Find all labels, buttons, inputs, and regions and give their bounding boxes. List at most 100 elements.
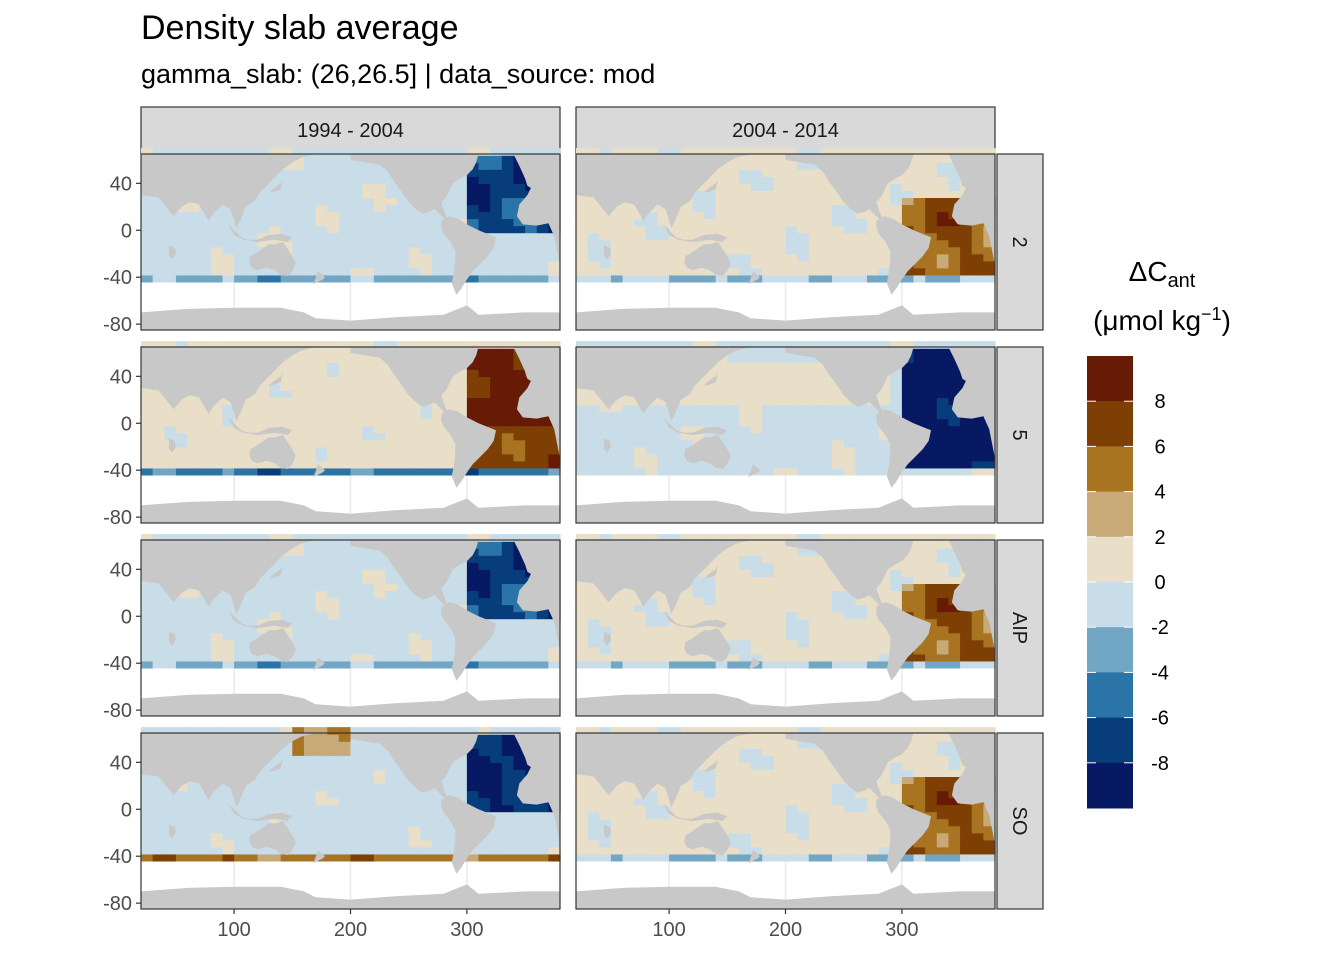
heatmap-cell: [536, 425, 549, 434]
heatmap-cell: [280, 762, 293, 770]
heatmap-cell: [610, 618, 624, 627]
heatmap-cell: [431, 446, 445, 455]
heatmap-cell: [210, 253, 224, 262]
heatmap-cell: [175, 232, 189, 241]
heatmap-cell: [622, 260, 635, 269]
heatmap-cell: [832, 653, 845, 662]
heatmap-cell: [152, 853, 165, 862]
heatmap-cell: [715, 576, 728, 585]
land-mass: [576, 540, 751, 614]
heatmap-cell: [797, 211, 810, 220]
heatmap-cell: [257, 653, 270, 662]
heatmap-cell: [222, 825, 235, 834]
heatmap-cell: [936, 453, 950, 462]
heatmap-cell: [373, 183, 387, 191]
heatmap-cell: [878, 267, 891, 276]
heatmap-cell: [622, 453, 635, 462]
panel-border: [140, 153, 561, 331]
heatmap-cell: [210, 341, 224, 349]
heatmap-cell: [587, 341, 600, 349]
heatmap-cell: [257, 467, 270, 476]
heatmap-cell: [303, 239, 317, 248]
heatmap-cell: [501, 355, 515, 363]
heatmap-cell: [245, 274, 258, 283]
heatmap-cell: [587, 404, 600, 413]
heatmap-cell: [843, 590, 856, 599]
heatmap-cell: [420, 660, 433, 669]
heatmap-cell: [350, 597, 363, 606]
heatmap-cell: [843, 260, 856, 269]
heatmap-cell: [152, 811, 165, 820]
heatmap-cell: [362, 583, 375, 592]
heatmap-cell: [634, 225, 647, 234]
heatmap-cell: [362, 748, 375, 756]
heatmap-cell: [820, 246, 833, 255]
heatmap-cell: [587, 274, 600, 283]
heatmap-cell: [936, 267, 950, 276]
heatmap-cell: [373, 597, 387, 606]
heatmap-cell: [704, 418, 717, 427]
heatmap-cell: [466, 390, 480, 399]
heatmap-cell: [513, 653, 526, 662]
heatmap-cell: [455, 755, 468, 763]
heatmap-cell: [576, 425, 589, 434]
heatmap-cell: [645, 418, 659, 427]
heatmap-cell: [948, 625, 961, 634]
heatmap-cell: [773, 583, 787, 592]
heatmap-cell: [362, 446, 375, 455]
heatmap-cell: [187, 653, 200, 662]
heatmap-cell: [971, 418, 984, 427]
land-mass: [513, 154, 560, 266]
heatmap-cell: [501, 341, 515, 349]
heatmap-cell: [373, 653, 387, 662]
heatmap-cell: [901, 555, 915, 563]
heatmap-cell: [199, 597, 212, 606]
heatmap-cell: [501, 246, 515, 255]
heatmap-cell: [466, 341, 480, 349]
heatmap-cell: [936, 204, 950, 213]
heatmap-cell: [292, 169, 305, 177]
heatmap-cell: [350, 383, 363, 392]
heatmap-cell: [350, 548, 363, 556]
heatmap-cell: [245, 246, 258, 255]
heatmap-cell: [408, 783, 421, 792]
panel-border: [575, 153, 996, 331]
land-mass: [313, 464, 325, 478]
heatmap-cell: [576, 853, 589, 862]
heatmap-cell: [199, 646, 212, 655]
heatmap-cell: [808, 618, 822, 627]
heatmap-cell: [762, 267, 775, 276]
heatmap-cell: [901, 411, 915, 420]
heatmap-cell: [669, 225, 682, 234]
heatmap-cell: [925, 583, 938, 592]
heatmap-cell: [199, 404, 212, 413]
heatmap-cell: [269, 274, 282, 283]
heatmap-cell: [373, 783, 387, 792]
heatmap-cell: [257, 590, 270, 599]
heatmap-cell: [292, 390, 305, 399]
land-mass: [141, 540, 316, 614]
heatmap-cell: [610, 625, 624, 634]
heatmap-cell: [866, 446, 880, 455]
heatmap-cell: [936, 555, 950, 563]
heatmap-cell: [199, 446, 212, 455]
heatmap-cell: [431, 218, 445, 227]
heatmap-cell: [599, 646, 612, 655]
heatmap-cell: [280, 776, 293, 785]
heatmap-cell: [234, 418, 247, 427]
heatmap-cell: [808, 397, 822, 406]
heatmap-cell: [245, 432, 258, 441]
heatmap-cell: [164, 790, 177, 799]
heatmap-cell: [599, 418, 612, 427]
heatmap-cell: [350, 190, 363, 199]
heatmap-cell: [669, 274, 682, 283]
heatmap-cell: [152, 404, 165, 413]
heatmap-cell: [269, 225, 282, 234]
heatmap-cell: [245, 397, 258, 406]
heatmap-cell: [199, 790, 212, 799]
heatmap-cell: [327, 804, 340, 813]
heatmap-cell: [455, 341, 468, 349]
heatmap-cell: [925, 246, 938, 255]
heatmap-cell: [315, 818, 328, 827]
heatmap-cell: [622, 467, 635, 476]
